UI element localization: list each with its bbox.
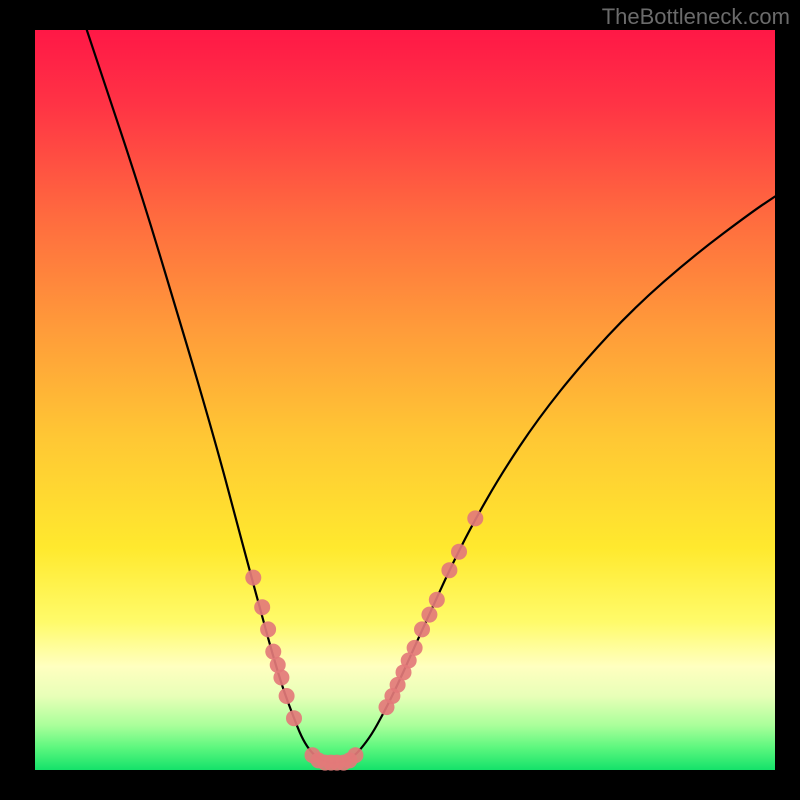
watermark-text: TheBottleneck.com (602, 4, 790, 30)
chart-frame: TheBottleneck.com (0, 0, 800, 800)
data-marker (407, 640, 423, 656)
data-marker (414, 621, 430, 637)
data-marker (347, 747, 363, 763)
data-marker (273, 670, 289, 686)
data-marker (451, 544, 467, 560)
data-marker (260, 621, 276, 637)
data-marker (286, 710, 302, 726)
data-marker (421, 607, 437, 623)
data-marker (245, 570, 261, 586)
data-marker (441, 562, 457, 578)
data-marker (467, 510, 483, 526)
chart-svg (0, 0, 800, 800)
data-marker (279, 688, 295, 704)
data-marker (429, 592, 445, 608)
data-marker (254, 599, 270, 615)
